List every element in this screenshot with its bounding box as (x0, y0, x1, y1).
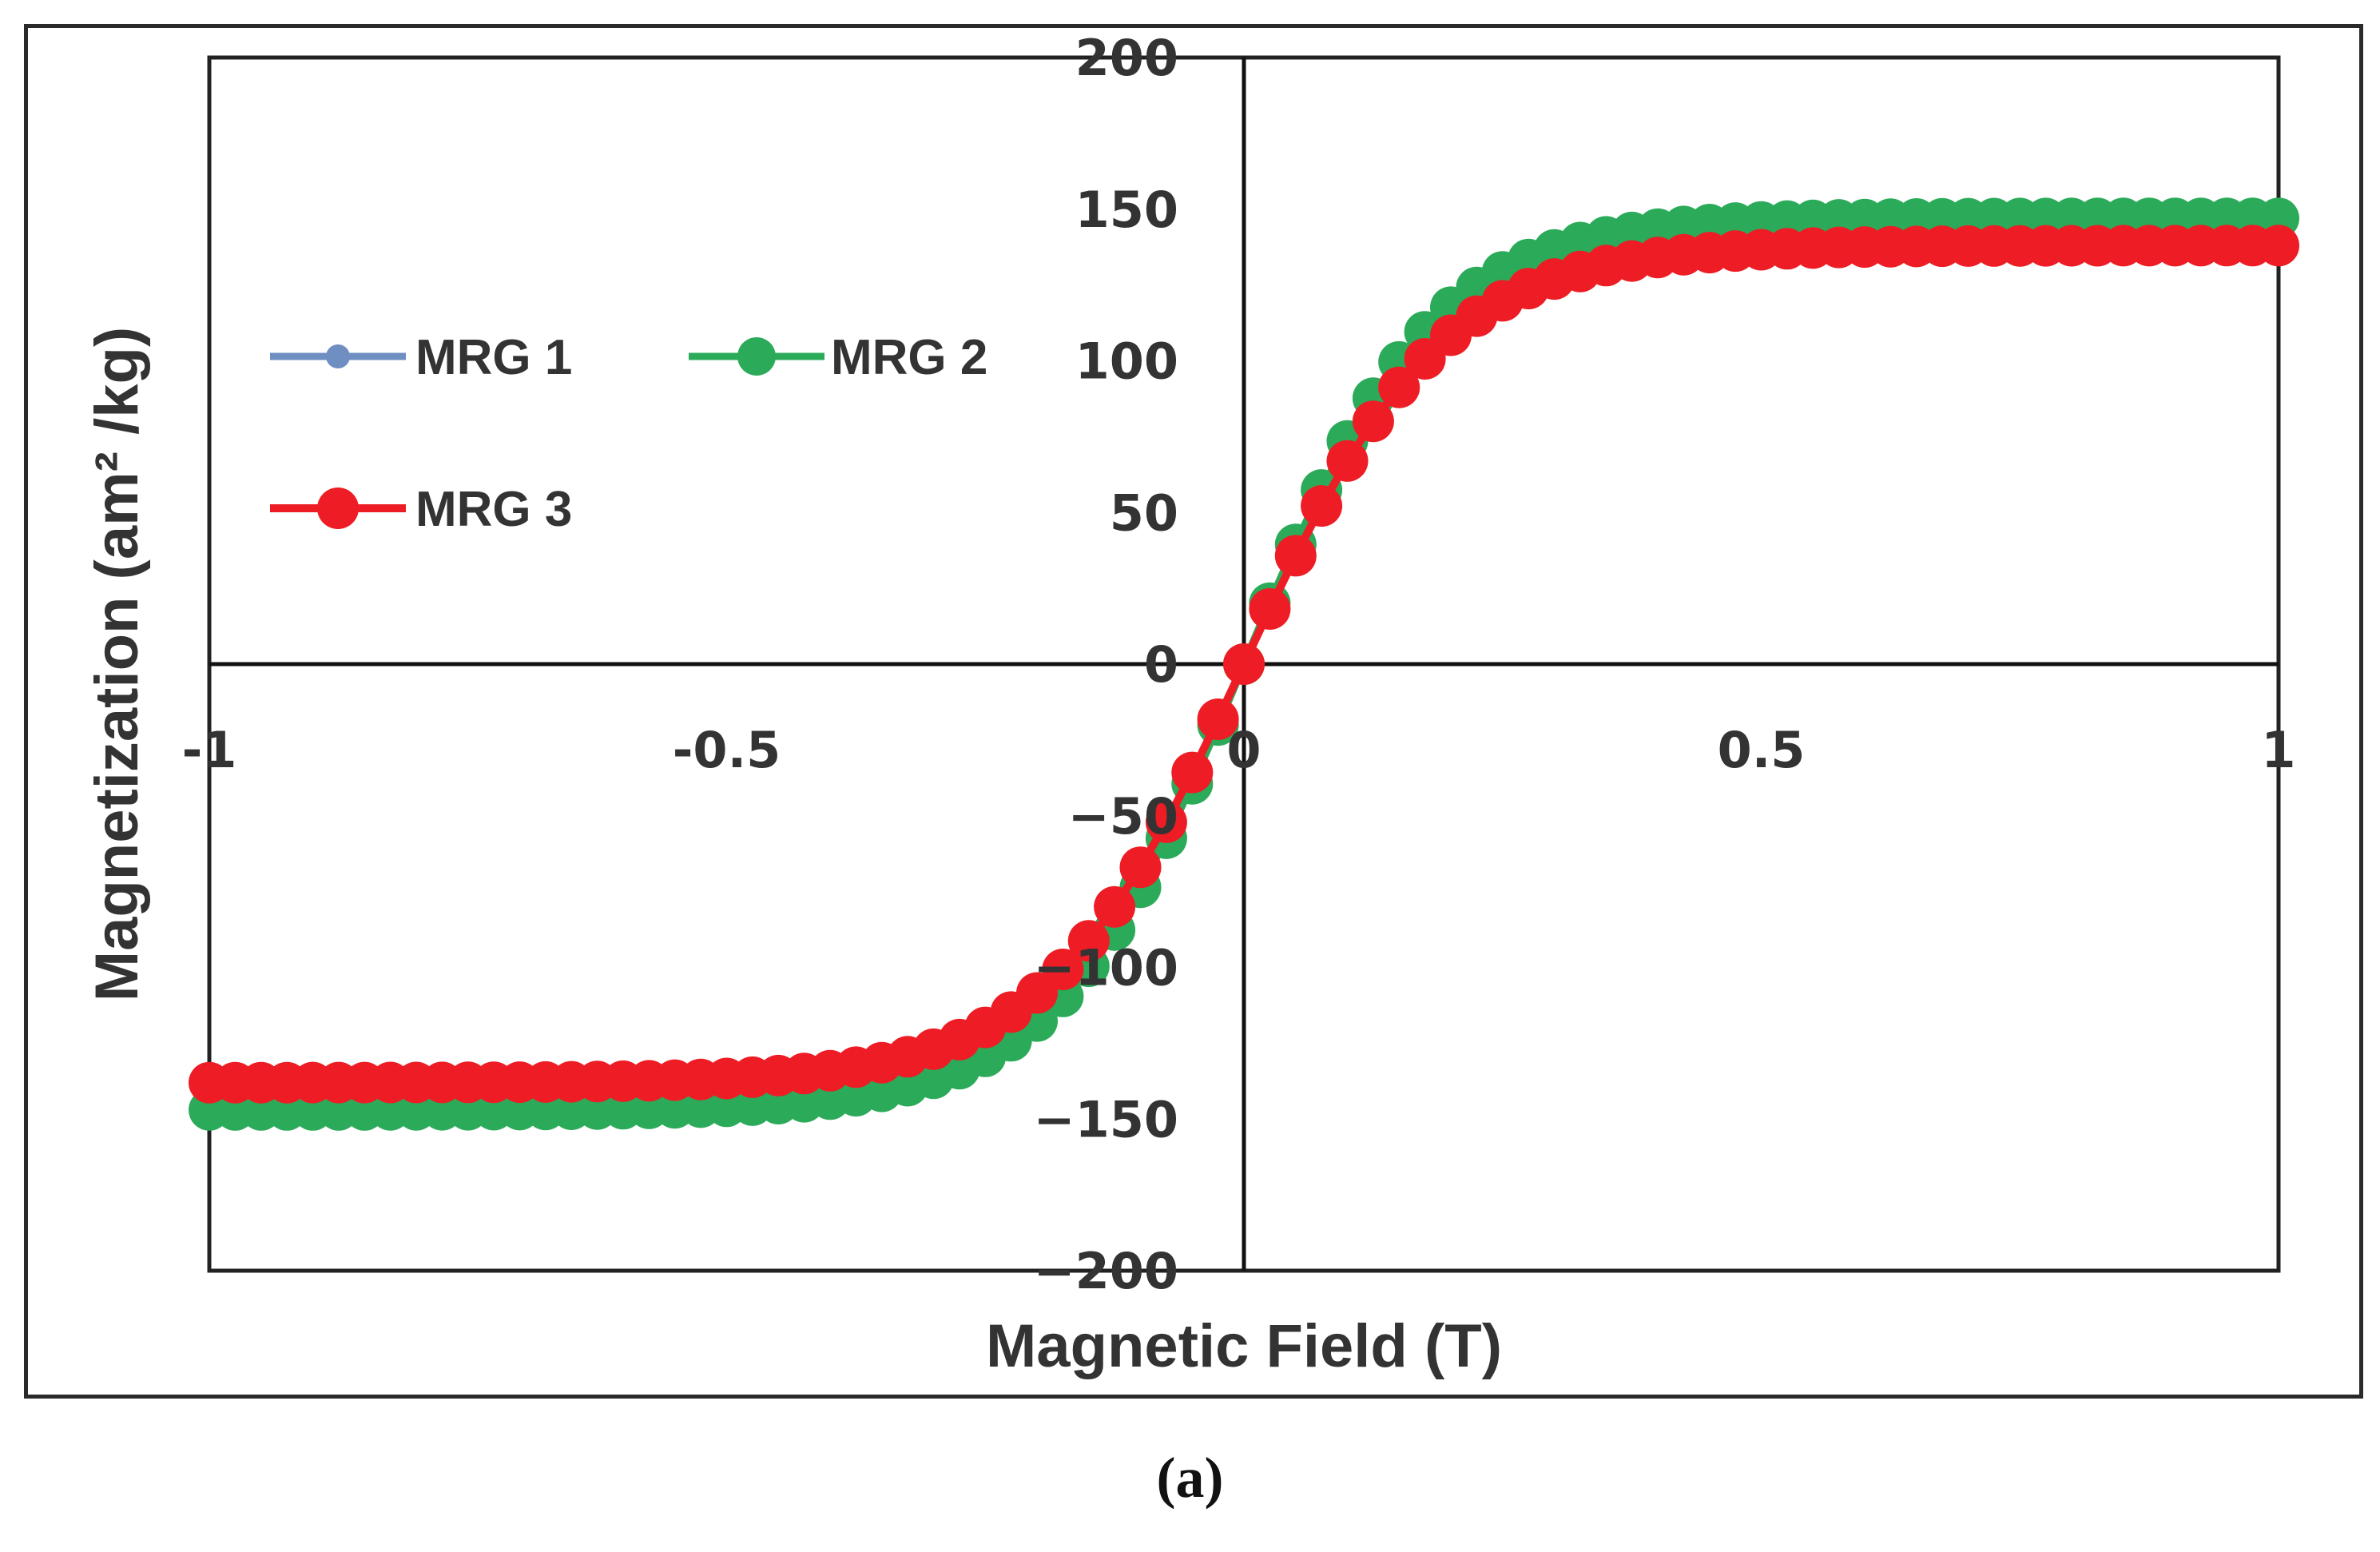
y-tick-label: −50 (1068, 787, 1178, 846)
data-point (1094, 885, 1136, 928)
y-axis-title: Magnetization (am² /kg) (83, 327, 151, 1001)
legend-item-mrg-3[interactable]: MRG 3 (270, 482, 572, 537)
legend-marker-mrg-3 (317, 487, 359, 529)
legend-label-mrg-2: MRG 2 (831, 330, 987, 385)
x-tick-label: 1 (2261, 721, 2295, 779)
data-point (1171, 751, 1214, 794)
data-point (1352, 400, 1394, 443)
x-tick-label: 0 (1226, 721, 1261, 779)
y-tick-label: −150 (1034, 1090, 1178, 1148)
data-point (1067, 920, 1110, 962)
data-point (1223, 643, 1265, 685)
x-tick-label: 0.5 (1718, 721, 1806, 779)
x-tick-labels: -1 -0.5 0 0.5 1 (182, 721, 2296, 779)
y-tick-label: −100 (1034, 939, 1178, 997)
legend-item-mrg-1[interactable]: MRG 1 (270, 330, 572, 385)
data-point (2258, 225, 2299, 267)
data-point (1145, 801, 1187, 843)
legend-marker-mrg-2 (737, 337, 776, 376)
y-tick-label: 50 (1110, 484, 1178, 542)
chart-frame (24, 24, 2363, 1399)
data-point (1249, 588, 1291, 630)
y-tick-label: 200 (1075, 29, 1178, 87)
y-tick-labels: 200 150 100 50 0 −50 −100 −150 −200 (1034, 29, 1178, 1300)
data-point (1326, 440, 1369, 482)
x-axis-title: Magnetic Field (T) (986, 1312, 1502, 1380)
legend-label-mrg-1: MRG 1 (415, 330, 572, 385)
x-tick-label: -0.5 (673, 721, 781, 779)
legend-item-mrg-2[interactable]: MRG 2 (689, 330, 987, 385)
y-tick-label: −200 (1034, 1242, 1178, 1300)
series-mrg-3 (189, 225, 2299, 1104)
legend-label-mrg-3: MRG 3 (415, 482, 572, 537)
data-point (1197, 698, 1239, 740)
data-point (1042, 949, 1084, 990)
legend-marker-mrg-1 (326, 344, 350, 368)
legend: MRG 1 MRG 2 MRG 3 (270, 330, 987, 537)
figure-caption: (a) (1156, 1446, 1224, 1510)
series-layer (189, 197, 2299, 1131)
y-tick-label: 150 (1075, 181, 1178, 239)
data-point (1301, 485, 1343, 527)
y-tick-label: 0 (1144, 635, 1178, 694)
x-tick-label: -1 (182, 721, 237, 779)
y-tick-label: 100 (1075, 332, 1178, 391)
data-point (1378, 366, 1420, 408)
data-point (1119, 846, 1162, 889)
data-point (1274, 535, 1317, 577)
